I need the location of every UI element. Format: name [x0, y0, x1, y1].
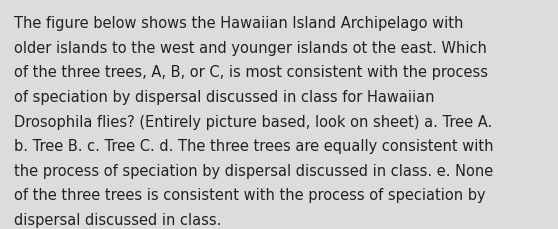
- Text: of speciation by dispersal discussed in class for Hawaiian: of speciation by dispersal discussed in …: [14, 90, 435, 104]
- Text: b. Tree B. c. Tree C. d. The three trees are equally consistent with: b. Tree B. c. Tree C. d. The three trees…: [14, 139, 493, 153]
- Text: the process of speciation by dispersal discussed in class. e. None: the process of speciation by dispersal d…: [14, 163, 493, 178]
- Text: Drosophila flies? (Entirely picture based, look on sheet) a. Tree A.: Drosophila flies? (Entirely picture base…: [14, 114, 492, 129]
- Text: The figure below shows the Hawaiian Island Archipelago with: The figure below shows the Hawaiian Isla…: [14, 16, 463, 31]
- Text: of the three trees, A, B, or C, is most consistent with the process: of the three trees, A, B, or C, is most …: [14, 65, 488, 80]
- Text: older islands to the west and younger islands ot the east. Which: older islands to the west and younger is…: [14, 41, 487, 55]
- Text: dispersal discussed in class.: dispersal discussed in class.: [14, 212, 222, 227]
- Text: of the three trees is consistent with the process of speciation by: of the three trees is consistent with th…: [14, 188, 485, 202]
